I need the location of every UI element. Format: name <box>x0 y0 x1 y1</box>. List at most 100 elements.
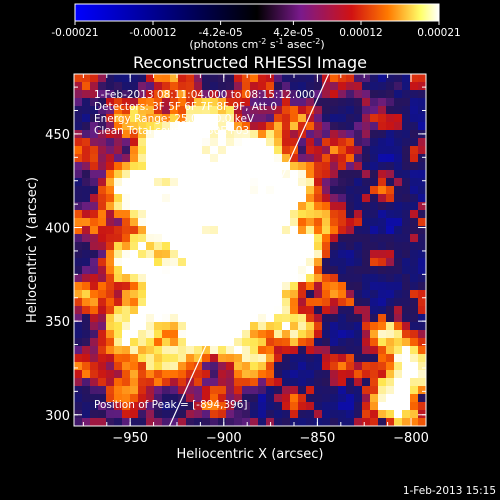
heatmap-cell <box>338 106 347 115</box>
heatmap-cell <box>250 402 259 411</box>
heatmap-cell <box>154 242 163 251</box>
heatmap-cell <box>106 290 115 299</box>
heatmap-cell <box>234 418 243 426</box>
heatmap-cell <box>354 82 363 91</box>
heatmap-cell <box>370 290 379 299</box>
heatmap-cell <box>346 266 355 275</box>
heatmap-cell <box>330 378 339 387</box>
heatmap-cell <box>226 82 235 91</box>
heatmap-cell <box>162 186 171 195</box>
heatmap-cell <box>210 178 219 187</box>
heatmap-cell <box>162 282 171 291</box>
heatmap-cell <box>186 226 195 235</box>
heatmap-cell <box>210 362 219 371</box>
heatmap-cell <box>274 314 283 323</box>
heatmap-cell <box>122 394 131 403</box>
heatmap-cell <box>226 394 235 403</box>
heatmap-cell <box>234 298 243 307</box>
heatmap-cell <box>338 338 347 347</box>
heatmap-cell <box>378 194 387 203</box>
heatmap-cell <box>122 154 131 163</box>
heatmap-cell <box>338 418 347 426</box>
heatmap-cell <box>378 386 387 395</box>
heatmap-cell <box>394 186 403 195</box>
heatmap-cell <box>234 90 243 99</box>
heatmap-cell <box>202 330 211 339</box>
heatmap-cell <box>242 354 251 363</box>
heatmap-cell <box>162 418 171 426</box>
heatmap-cell <box>162 338 171 347</box>
heatmap-cell <box>322 370 331 379</box>
heatmap-cell <box>346 82 355 91</box>
heatmap-cell <box>82 378 91 387</box>
heatmap-cell <box>282 362 291 371</box>
heatmap-cell <box>154 250 163 259</box>
x-axis: −950 −900 −850 −800 <box>82 74 429 446</box>
heatmap-cell <box>314 362 323 371</box>
heatmap-cell <box>258 170 267 179</box>
heatmap-cell <box>130 186 139 195</box>
heatmap-cell <box>170 242 179 251</box>
heatmap-cell <box>386 202 395 211</box>
heatmap-cell <box>90 146 99 155</box>
heatmap-cell <box>226 186 235 195</box>
heatmap-cell <box>330 114 339 123</box>
heatmap-cell <box>154 98 163 107</box>
heatmap-cell <box>106 266 115 275</box>
heatmap-cell <box>210 162 219 171</box>
heatmap-cell <box>354 306 363 315</box>
heatmap-cell <box>138 218 147 227</box>
heatmap-cell <box>354 202 363 211</box>
heatmap-cell <box>218 90 227 99</box>
heatmap-cell <box>170 122 179 131</box>
heatmap-cell <box>386 362 395 371</box>
heatmap-cell <box>338 410 347 419</box>
heatmap-cell <box>178 130 187 139</box>
heatmap-cell <box>234 410 243 419</box>
heatmap-cell <box>266 394 275 403</box>
heatmap-cell <box>114 338 123 347</box>
heatmap-cell <box>338 378 347 387</box>
heatmap-cell <box>282 186 291 195</box>
heatmap-cell <box>386 210 395 219</box>
heatmap-cell <box>346 90 355 99</box>
heatmap-cell <box>146 346 155 355</box>
heatmap-cell <box>106 98 115 107</box>
heatmap-cell <box>146 330 155 339</box>
heatmap-cell <box>210 314 219 323</box>
heatmap-cell <box>218 210 227 219</box>
heatmap-cell <box>338 138 347 147</box>
heatmap-cell <box>194 250 203 259</box>
heatmap-cell <box>282 322 291 331</box>
heatmap-cell <box>122 114 131 123</box>
heatmap-cell <box>186 282 195 291</box>
heatmap-cell <box>322 394 331 403</box>
heatmap-cell <box>154 346 163 355</box>
heatmap-cell <box>314 234 323 243</box>
heatmap-cell <box>162 122 171 131</box>
heatmap-cell <box>274 178 283 187</box>
heatmap-cell <box>210 194 219 203</box>
heatmap-cell <box>394 194 403 203</box>
heatmap-cell <box>282 266 291 275</box>
heatmap-cell <box>410 130 419 139</box>
heatmap-cell <box>218 322 227 331</box>
heatmap-cell <box>370 138 379 147</box>
heatmap-cell <box>402 122 411 131</box>
heatmap-cell <box>82 410 91 419</box>
heatmap-cell <box>330 274 339 283</box>
heatmap-cell <box>298 346 307 355</box>
heatmap-cell <box>218 266 227 275</box>
heatmap-cell <box>146 394 155 403</box>
heatmap-cell <box>178 210 187 219</box>
heatmap-cell <box>250 250 259 259</box>
heatmap-cell <box>194 138 203 147</box>
heatmap-cell <box>290 386 299 395</box>
heatmap-cell <box>298 386 307 395</box>
heatmap-cell <box>90 402 99 411</box>
heatmap-cell <box>378 154 387 163</box>
heatmap-cell <box>410 138 419 147</box>
heatmap-cell <box>418 362 426 371</box>
heatmap-cell <box>354 130 363 139</box>
heatmap-cell <box>258 266 267 275</box>
